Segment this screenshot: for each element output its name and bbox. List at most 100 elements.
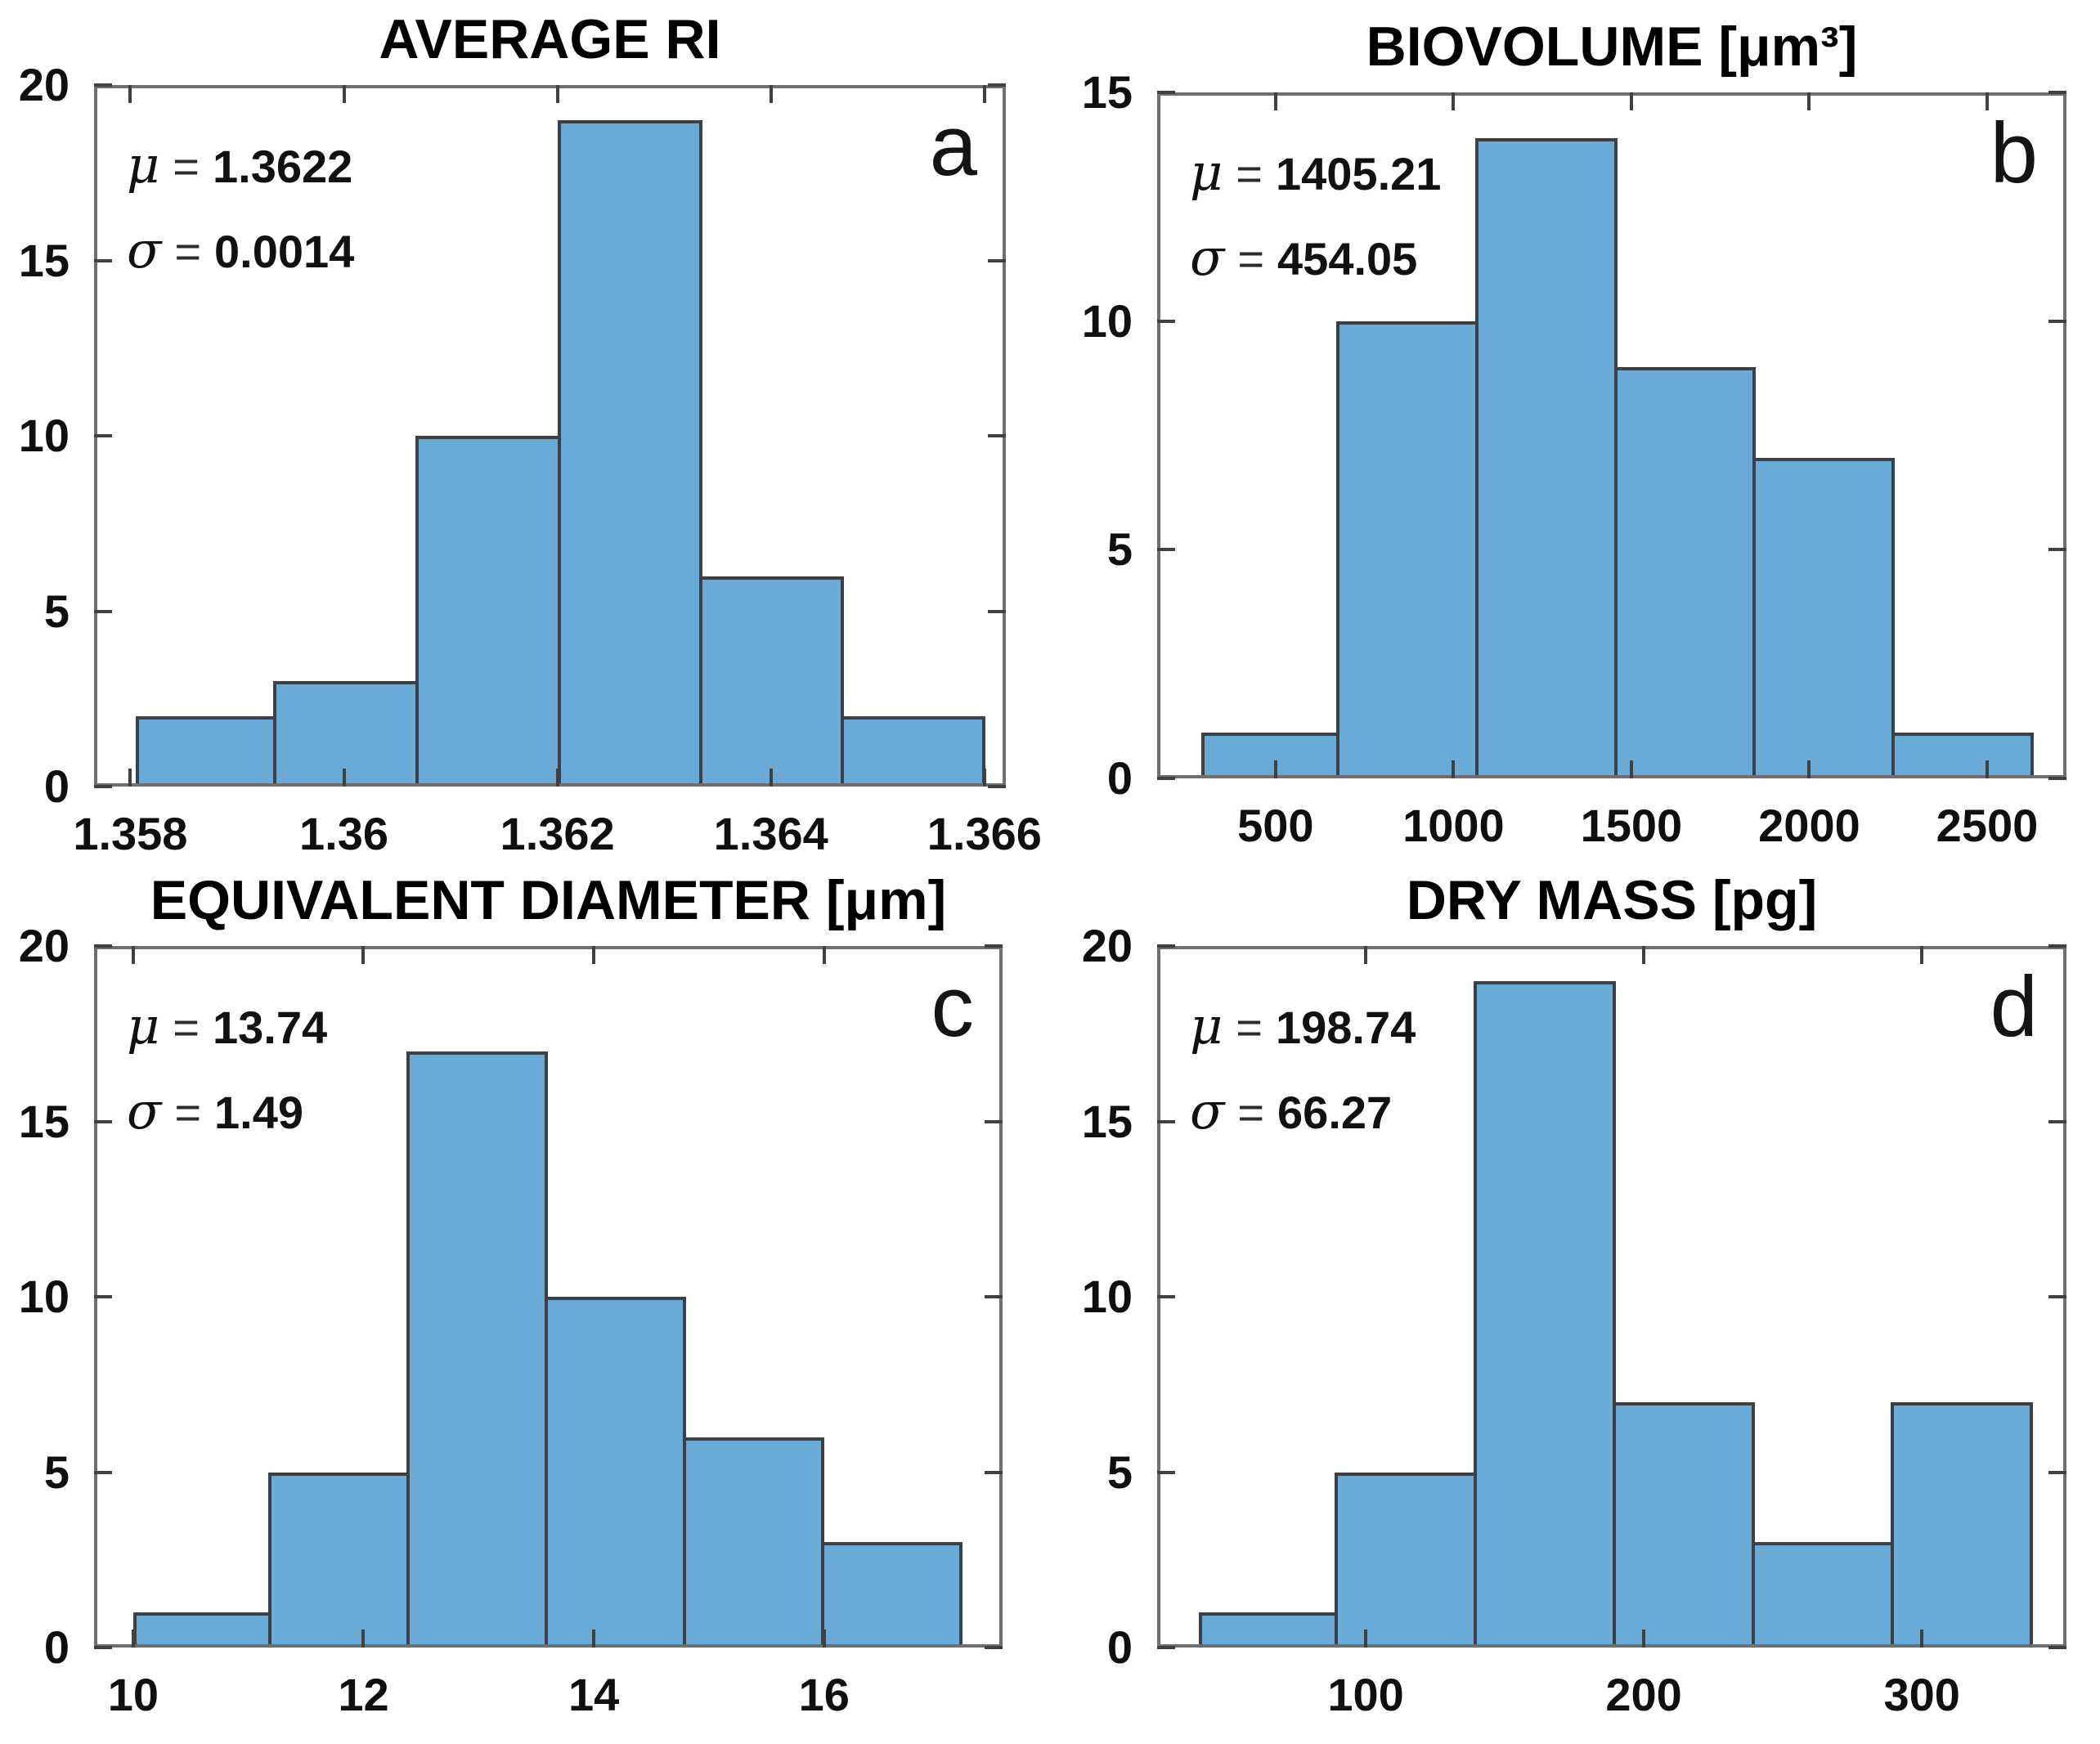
histogram-bar xyxy=(1474,980,1617,1648)
y-tick-label: 5 xyxy=(43,1446,70,1498)
y-tick-label: 10 xyxy=(18,410,70,461)
x-tick-label: 1.364 xyxy=(713,808,828,859)
y-tick-mark-right xyxy=(988,609,1006,613)
y-tick-mark-right xyxy=(985,1470,1003,1474)
x-tick-mark xyxy=(1452,760,1456,778)
panel-title: EQUIVALENT DIAMETER [μm] xyxy=(150,869,947,931)
y-tick-mark-right xyxy=(985,944,1003,948)
equals-sign: = xyxy=(1236,1002,1263,1053)
equals-sign: = xyxy=(173,141,200,192)
y-tick-mark-right xyxy=(2048,1119,2066,1123)
y-tick-label: 10 xyxy=(1081,1271,1133,1322)
y-tick-mark xyxy=(1157,1646,1175,1649)
stats-mu-symbol: μ xyxy=(1190,996,1223,1056)
stats-mu: μ = 1.3622 xyxy=(127,123,354,208)
y-tick-label: 15 xyxy=(18,234,70,286)
x-tick-mark-top xyxy=(361,946,366,964)
panel-letter: a xyxy=(929,98,977,194)
x-tick-mark-top xyxy=(1452,92,1456,110)
x-tick-label: 2000 xyxy=(1758,800,1860,851)
y-tick-mark-right xyxy=(2048,319,2066,323)
stats-sigma-symbol: σ xyxy=(127,1081,162,1141)
y-tick-mark xyxy=(1157,319,1175,323)
equals-sign: = xyxy=(173,1002,200,1053)
y-tick-mark-right xyxy=(2048,91,2066,94)
y-tick-label: 15 xyxy=(1081,66,1133,118)
x-tick-mark-top xyxy=(592,946,596,964)
stats-sigma: σ = 0.0014 xyxy=(127,208,354,293)
stats-mu-symbol: μ xyxy=(127,996,160,1056)
histogram-bar xyxy=(544,1297,686,1648)
x-tick-label: 1.362 xyxy=(500,808,615,859)
stats-sigma-value: 0.0014 xyxy=(214,226,355,277)
stats-sigma-value: 454.05 xyxy=(1277,233,1418,285)
y-tick-mark-right xyxy=(2048,777,2066,780)
x-tick-mark-top xyxy=(131,946,135,964)
y-tick-label: 10 xyxy=(18,1271,70,1322)
x-tick-label: 1000 xyxy=(1402,800,1505,851)
histogram-bar xyxy=(557,119,703,787)
x-tick-mark xyxy=(1920,1630,1924,1648)
stats-sigma: σ = 66.27 xyxy=(1190,1069,1416,1154)
x-tick-mark xyxy=(982,769,986,787)
y-tick-label: 0 xyxy=(43,1621,70,1673)
x-tick-mark xyxy=(1629,760,1633,778)
panel-title: BIOVOLUME [μm³] xyxy=(1366,16,1858,78)
y-tick-label: 0 xyxy=(1106,1621,1133,1673)
stats-sigma-symbol: σ xyxy=(1190,1081,1225,1141)
y-tick-mark xyxy=(1157,91,1175,94)
y-tick-mark-right xyxy=(2048,1470,2066,1474)
x-tick-label: 1.358 xyxy=(73,808,188,859)
y-tick-mark xyxy=(94,1470,112,1474)
plot-area xyxy=(1157,92,2066,778)
stats-annotation: μ = 13.74 σ = 1.49 xyxy=(127,984,327,1154)
panel-title: AVERAGE RI xyxy=(379,8,721,70)
x-tick-mark xyxy=(361,1630,366,1648)
y-tick-mark xyxy=(94,944,112,948)
x-tick-mark xyxy=(342,769,346,787)
x-tick-label: 1500 xyxy=(1580,800,1683,851)
y-tick-label: 15 xyxy=(18,1095,70,1147)
x-tick-label: 200 xyxy=(1605,1669,1682,1720)
y-tick-mark-right xyxy=(2048,1646,2066,1649)
x-tick-label: 12 xyxy=(338,1669,389,1720)
panel-letter: c xyxy=(931,959,975,1055)
histogram-bar xyxy=(273,681,419,787)
stats-sigma: σ = 454.05 xyxy=(1190,215,1441,300)
y-tick-mark-right xyxy=(988,785,1006,788)
x-tick-mark xyxy=(769,769,773,787)
x-tick-mark xyxy=(128,769,132,787)
x-tick-mark-top xyxy=(1642,946,1646,964)
x-tick-mark xyxy=(592,1630,596,1648)
stats-mu-value: 13.74 xyxy=(213,1002,328,1053)
equals-sign: = xyxy=(1236,148,1263,200)
histogram-bar xyxy=(682,1437,824,1648)
x-tick-mark xyxy=(1985,760,1989,778)
x-tick-label: 300 xyxy=(1883,1669,1960,1720)
y-tick-mark-right xyxy=(988,83,1006,87)
x-tick-mark-top xyxy=(982,85,986,103)
y-tick-mark xyxy=(1157,1295,1175,1298)
stats-mu-symbol: μ xyxy=(1190,142,1223,202)
x-tick-mark-top xyxy=(1629,92,1633,110)
y-tick-label: 5 xyxy=(43,585,70,637)
x-tick-mark-top xyxy=(1807,92,1811,110)
y-tick-mark xyxy=(1157,548,1175,552)
histogram-bar xyxy=(699,576,844,787)
equals-sign: = xyxy=(1237,1087,1265,1138)
y-tick-mark-right xyxy=(985,1646,1003,1649)
stats-mu-value: 1405.21 xyxy=(1276,148,1442,200)
x-tick-label: 10 xyxy=(107,1669,159,1720)
y-tick-label: 5 xyxy=(1106,1446,1133,1498)
stats-mu-value: 198.74 xyxy=(1276,1002,1416,1053)
y-tick-mark-right xyxy=(988,258,1006,262)
histogram-bar xyxy=(1891,1401,2034,1648)
x-tick-mark xyxy=(131,1630,135,1648)
y-tick-mark-right xyxy=(2048,548,2066,552)
stats-sigma-value: 1.49 xyxy=(214,1087,304,1138)
y-tick-label: 15 xyxy=(1081,1095,1133,1147)
y-tick-mark xyxy=(94,258,112,262)
histogram-bar xyxy=(1336,321,1479,778)
y-tick-mark-right xyxy=(985,1295,1003,1298)
x-tick-mark xyxy=(1807,760,1811,778)
